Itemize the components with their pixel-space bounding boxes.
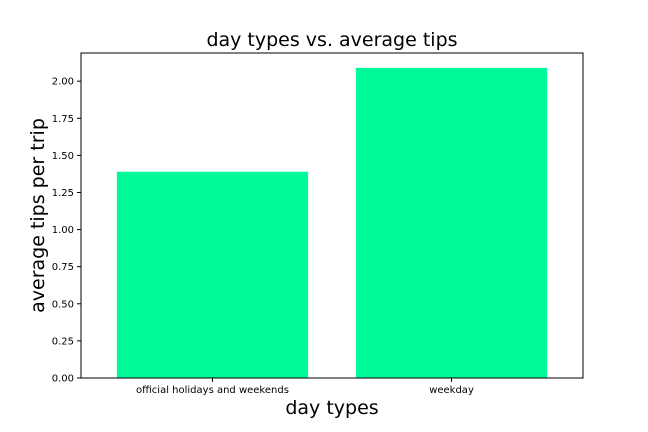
y-tick-label: 0.25	[52, 336, 74, 347]
y-axis-ticks: 0.00 0.25 0.50 0.75 1.00 1.25 1.50 1.75 2.00	[52, 77, 81, 385]
plot-frame	[80, 52, 584, 379]
y-tick-label: 2.00	[52, 77, 74, 88]
x-axis-label: day types	[285, 397, 378, 419]
y-tick-label: 1.00	[52, 225, 74, 236]
bar-0	[116, 171, 309, 378]
y-tick-label: 1.75	[52, 114, 74, 125]
y-tick-label: 0.75	[52, 262, 74, 273]
x-axis-ticks: official holidays and weekends weekday	[136, 378, 474, 396]
y-axis-label: average tips per trip	[27, 118, 49, 313]
chart-title: day types vs. average tips	[206, 29, 457, 51]
bar-1	[355, 67, 548, 378]
y-tick-label: 0.00	[52, 374, 74, 385]
y-tick-label: 1.50	[52, 151, 74, 162]
x-tick-label: weekday	[429, 385, 474, 396]
x-tick-label: official holidays and weekends	[136, 385, 289, 396]
bars-group	[116, 67, 548, 378]
y-tick-label: 1.25	[52, 188, 74, 199]
y-tick-label: 0.50	[52, 299, 74, 310]
